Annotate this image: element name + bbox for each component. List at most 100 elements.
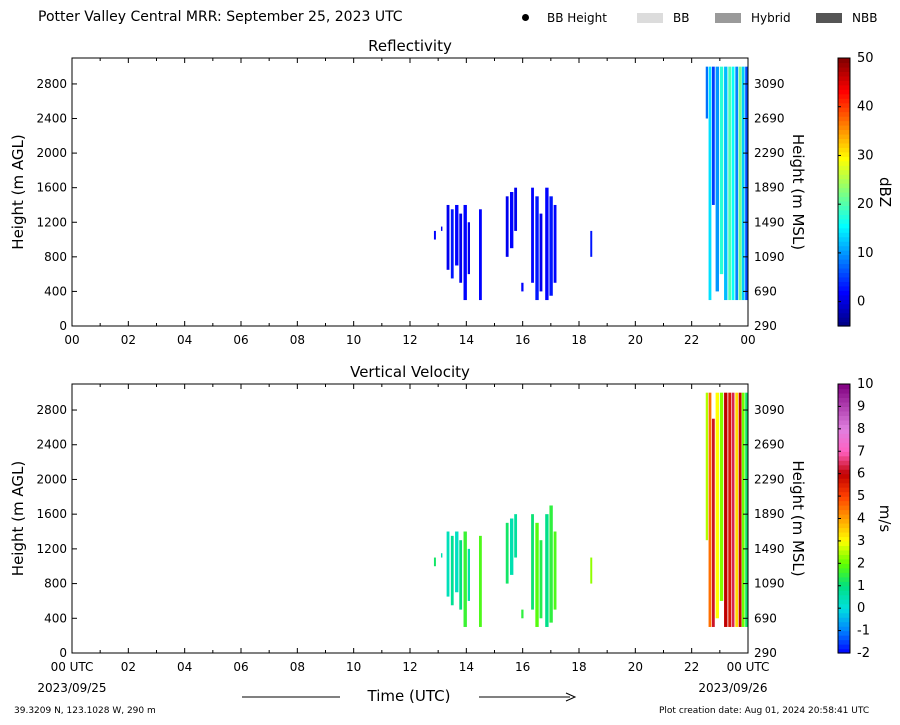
data-cell [440,226,443,231]
colorbar-segment [838,451,850,457]
x-tick-label: 16 [515,660,530,674]
nbb-swatch-icon [816,13,842,23]
colorbar-segment [838,142,850,148]
colorbar-segment [838,165,850,171]
colorbar-tick-label: 4 [857,512,865,527]
y-tick-label: 800 [44,250,67,264]
colorbar-segment [838,581,850,587]
colorbar-segment [838,639,850,645]
data-cell [719,392,724,601]
y-tick-label: 0 [59,319,67,333]
data-cell [514,187,518,231]
colorbar-segment [838,174,850,180]
colorbar-segment [838,626,850,632]
colorbar-label: dBZ [876,177,894,207]
data-cell [711,418,715,627]
colorbar-segment [838,75,850,81]
colorbar-segment [838,599,850,605]
plot-frame [71,383,749,654]
colorbar-segment [838,178,850,184]
data-cell [459,540,463,610]
data-cell [724,392,728,627]
y-right-tick-label: 2690 [754,112,785,126]
y-tick-label: 1600 [36,181,67,195]
colorbar-segment [838,478,850,484]
x-tick-label: 14 [459,333,474,347]
x-tick-label: 04 [177,660,192,674]
data-cell [708,392,712,627]
data-cell [467,222,470,275]
colorbar-tick-label: -1 [857,624,870,639]
colorbar-segment [838,473,850,479]
colorbar-segment [838,183,850,189]
data-cell [705,392,709,541]
x-tick-label: 20 [628,333,643,347]
colorbar-segment [838,437,850,443]
colorbar-segment [838,241,850,247]
colorbar-segment [838,84,850,90]
colorbar-segment [838,446,850,452]
y-tick-label: 400 [44,284,67,298]
x-tick-label: 00 UTC [727,660,770,674]
colorbar-segment [838,545,850,551]
data-cell [463,204,467,301]
colorbar-segment [838,147,850,153]
colorbar-segment [838,317,850,323]
data-cell [545,514,549,627]
data-cell [735,392,739,627]
y-right-tick-label: 690 [754,611,777,625]
colorbar-segment [838,263,850,269]
colorbar-segment [838,125,850,131]
y-right-tick-label: 1890 [754,507,785,521]
data-cell [505,196,509,257]
data-cell [539,540,543,619]
colorbar-segment [838,93,850,99]
colorbar-segment [838,89,850,95]
colorbar-segment [838,617,850,623]
colorbar-segment [838,312,850,318]
figure-title: Potter Valley Central MRR: September 25,… [38,9,403,25]
data-cell [535,522,539,627]
x-tick-label: 20 [628,660,643,674]
data-cell [708,66,712,301]
data-cell [545,187,549,301]
legend-label: BB [673,11,690,25]
colorbar-segment [838,585,850,591]
colorbar-segment [838,509,850,515]
colorbar-segment [838,281,850,287]
colorbar-segment [838,209,850,215]
colorbar-segment [838,522,850,529]
colorbar-segment [838,603,850,609]
colorbar-segment [838,648,850,654]
data-cell [719,66,724,275]
colorbar-segment [838,518,850,524]
x-tick-label: 06 [233,333,248,347]
bb-swatch-icon [637,13,663,23]
data-cell [479,535,482,627]
y-tick-label: 800 [44,577,67,591]
data-cell [467,548,470,601]
y-tick-label: 0 [59,646,67,660]
data-cell [735,66,739,301]
data-cell [509,518,514,575]
colorbar-segment [838,285,850,291]
legend-item-bb-height: BB Height [522,11,607,25]
colorbar-segment [838,536,850,542]
y-tick-label: 1200 [36,215,67,229]
y-axis-label: Height (m AGL) [9,134,27,249]
colorbar-segment [838,491,850,497]
data-cell [446,204,450,270]
colorbar-tick-label: 0 [857,601,865,616]
data-cell [549,505,553,623]
legend-label: NBB [852,11,878,25]
colorbar-segment [838,58,850,64]
colorbar-segment [838,384,850,390]
colorbar-segment [838,433,850,439]
y-tick-label: 2400 [36,112,67,126]
data-cell [553,204,557,283]
y-tick-label: 1200 [36,542,67,556]
colorbar-segment [838,496,850,502]
colorbar-segment [838,567,850,573]
colorbar-segment [838,572,850,578]
